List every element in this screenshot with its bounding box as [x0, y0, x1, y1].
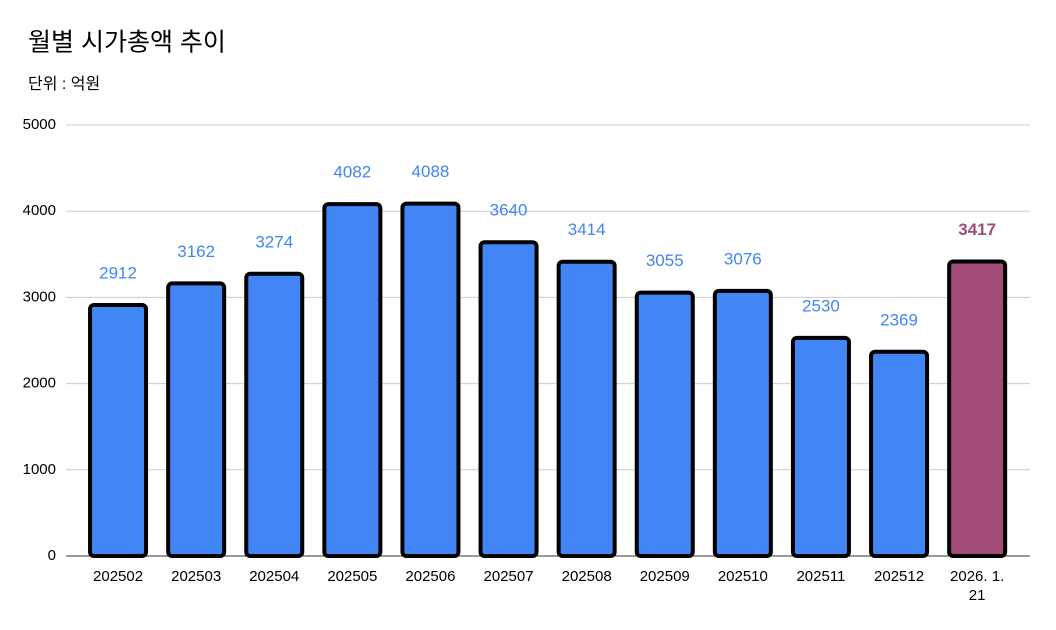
bar — [790, 335, 851, 558]
bar — [947, 259, 1008, 558]
x-tick-label: 202512 — [874, 568, 925, 585]
x-tick-label: 2026. 1. 21 — [950, 568, 1005, 604]
value-label: 3076 — [724, 249, 762, 268]
value-label: 3414 — [568, 220, 606, 239]
y-tick-label: 4000 — [23, 202, 56, 219]
x-tick-label: 202507 — [483, 568, 534, 585]
value-label: 2369 — [880, 310, 918, 329]
y-tick-label: 3000 — [23, 288, 56, 305]
y-tick-label: 5000 — [23, 116, 56, 133]
bar — [869, 349, 930, 558]
value-label: 4088 — [412, 162, 450, 181]
y-tick-label: 2000 — [23, 375, 56, 392]
value-label: 4082 — [333, 163, 371, 182]
value-label: 3055 — [646, 251, 684, 270]
bar — [478, 240, 539, 558]
bar — [244, 271, 305, 558]
bar — [634, 290, 695, 558]
bar — [322, 202, 383, 559]
x-tick-label: 202511 — [796, 568, 846, 585]
x-tick-label: 202506 — [405, 568, 456, 585]
x-tick-label: 202503 — [171, 568, 222, 585]
x-tick-label: 202505 — [327, 568, 378, 585]
value-label: 2530 — [802, 296, 840, 315]
bar — [556, 259, 617, 558]
x-tick-label: 202502 — [93, 568, 144, 585]
value-label: 3274 — [255, 232, 293, 251]
y-tick-label: 1000 — [23, 461, 56, 478]
chart-subtitle: 단위 : 억원 — [28, 75, 100, 93]
bar — [712, 288, 773, 558]
x-tick-label: 202509 — [639, 568, 690, 585]
value-label: 3162 — [177, 242, 215, 261]
value-label: 2912 — [99, 263, 137, 282]
bar — [400, 201, 461, 558]
bar — [166, 281, 227, 558]
x-tick-label: 202504 — [249, 568, 300, 585]
x-tick-label: 202510 — [717, 568, 768, 585]
bar — [88, 302, 149, 558]
y-tick-label: 0 — [48, 547, 56, 564]
value-label: 3640 — [490, 201, 528, 220]
x-tick-label: 202508 — [561, 568, 612, 585]
value-label: 3417 — [958, 220, 996, 239]
chart-title: 월별 시가총액 추이 — [28, 29, 226, 57]
